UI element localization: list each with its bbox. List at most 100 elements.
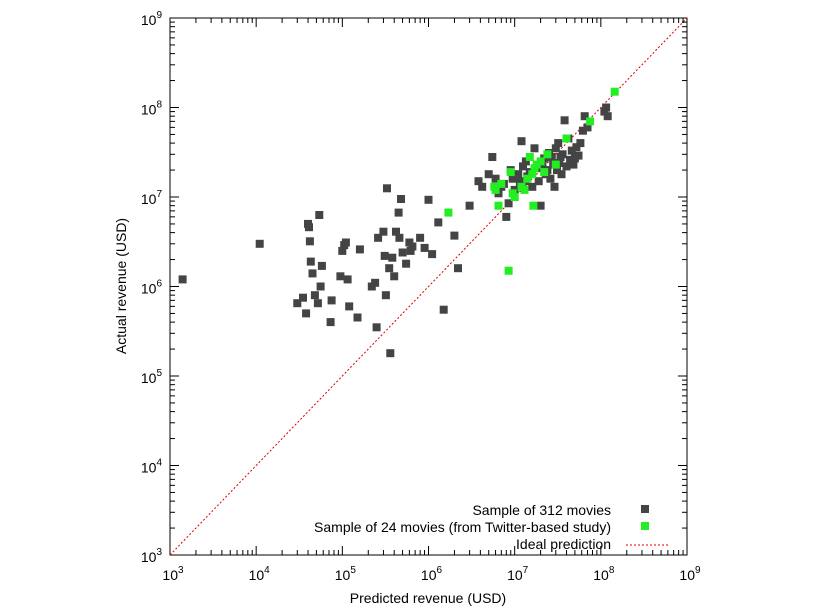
data-point — [580, 112, 589, 121]
y-tick-label: 103 — [141, 547, 163, 565]
data-point — [530, 144, 539, 153]
x-tick-label-base: 10 — [249, 567, 265, 583]
legend: Sample of 312 movies Sample of 24 movies… — [314, 502, 668, 552]
data-point — [338, 246, 347, 255]
data-point — [602, 103, 611, 112]
x-tick-label-base: 10 — [679, 567, 695, 583]
data-point — [343, 275, 352, 284]
data-point — [474, 177, 483, 186]
data-point — [553, 166, 561, 175]
ideal-prediction-line — [169, 17, 688, 556]
y-tick-label-exponent: 3 — [156, 547, 162, 558]
x-tick-label: 105 — [335, 565, 357, 583]
data-point — [444, 208, 453, 217]
y-tick-label-exponent: 8 — [156, 100, 162, 111]
data-point — [355, 245, 364, 254]
x-tick-label-exponent: 9 — [695, 565, 701, 576]
y-tick-label: 108 — [141, 100, 163, 118]
y-tick-label-exponent: 5 — [156, 368, 162, 379]
data-point — [434, 218, 443, 227]
data-point — [371, 278, 380, 287]
y-tick-label-base: 10 — [141, 102, 157, 118]
data-point — [560, 116, 569, 125]
data-point — [397, 195, 405, 203]
data-point — [299, 293, 307, 302]
data-point — [372, 323, 381, 332]
x-tick-label-base: 10 — [421, 567, 437, 583]
data-point — [562, 134, 571, 143]
y-tick-label: 109 — [141, 10, 163, 28]
y-tick-label-base: 10 — [141, 370, 157, 386]
data-point — [534, 177, 543, 186]
data-point — [302, 309, 311, 318]
y-tick-label-base: 10 — [141, 281, 157, 297]
x-tick-label-exponent: 5 — [350, 565, 356, 576]
x-tick-label-exponent: 6 — [437, 565, 443, 576]
data-point — [504, 266, 513, 275]
y-tick-label-exponent: 4 — [156, 458, 162, 469]
data-point — [494, 201, 503, 210]
data-point — [488, 153, 497, 161]
x-tick-label-base: 10 — [507, 567, 523, 583]
data-point — [519, 162, 527, 171]
x-axis-label: Predicted revenue (USD) — [350, 590, 506, 606]
data-point — [506, 168, 515, 177]
data-point — [390, 272, 399, 281]
data-point — [574, 151, 583, 160]
y-tick-label-exponent: 6 — [156, 279, 162, 290]
data-point — [420, 243, 429, 252]
data-point — [550, 182, 559, 191]
x-tick-label: 107 — [507, 565, 529, 583]
series-312-movies — [178, 103, 612, 358]
data-point — [255, 239, 264, 248]
data-point — [306, 257, 315, 266]
data-point — [392, 227, 400, 236]
data-point — [428, 250, 437, 259]
data-point — [510, 193, 519, 201]
data-point — [484, 170, 493, 179]
axis-ticks — [170, 18, 687, 555]
data-point — [558, 150, 567, 159]
data-point — [313, 299, 322, 308]
y-tick-label-exponent: 7 — [156, 189, 162, 200]
data-point — [562, 162, 571, 171]
data-point — [514, 170, 523, 179]
data-point — [502, 212, 511, 221]
data-point — [450, 231, 459, 240]
data-point — [465, 201, 474, 210]
x-tick-label-exponent: 8 — [609, 565, 615, 576]
series-24-movies — [444, 87, 619, 275]
legend-label-312-movies: Sample of 312 movies — [472, 502, 611, 518]
data-point — [336, 272, 345, 281]
data-point — [540, 168, 549, 177]
y-tick-label-base: 10 — [141, 549, 157, 565]
data-point — [546, 174, 555, 183]
data-point — [381, 291, 390, 300]
data-point — [583, 123, 592, 132]
data-point — [317, 261, 326, 270]
y-tick-label-exponent: 9 — [156, 10, 162, 21]
data-point — [578, 126, 587, 135]
data-point — [569, 160, 578, 169]
data-point — [178, 275, 187, 284]
data-point — [520, 185, 529, 194]
data-point — [293, 299, 302, 308]
x-tick-label: 103 — [162, 565, 184, 583]
y-tick-label: 106 — [141, 279, 163, 297]
y-tick-label-base: 10 — [141, 460, 157, 476]
data-point — [353, 313, 362, 322]
data-point — [504, 199, 513, 208]
data-point — [454, 264, 462, 273]
data-point — [478, 182, 487, 191]
data-point — [610, 87, 619, 96]
y-tick-label-base: 10 — [141, 191, 157, 207]
data-point — [341, 238, 350, 247]
data-point — [416, 233, 425, 242]
x-tick-label: 104 — [249, 565, 271, 583]
data-point — [345, 302, 354, 311]
x-tick-label-exponent: 3 — [178, 565, 184, 576]
data-point — [586, 117, 595, 126]
data-point — [327, 296, 336, 305]
legend-marker-24-movies — [641, 522, 649, 530]
